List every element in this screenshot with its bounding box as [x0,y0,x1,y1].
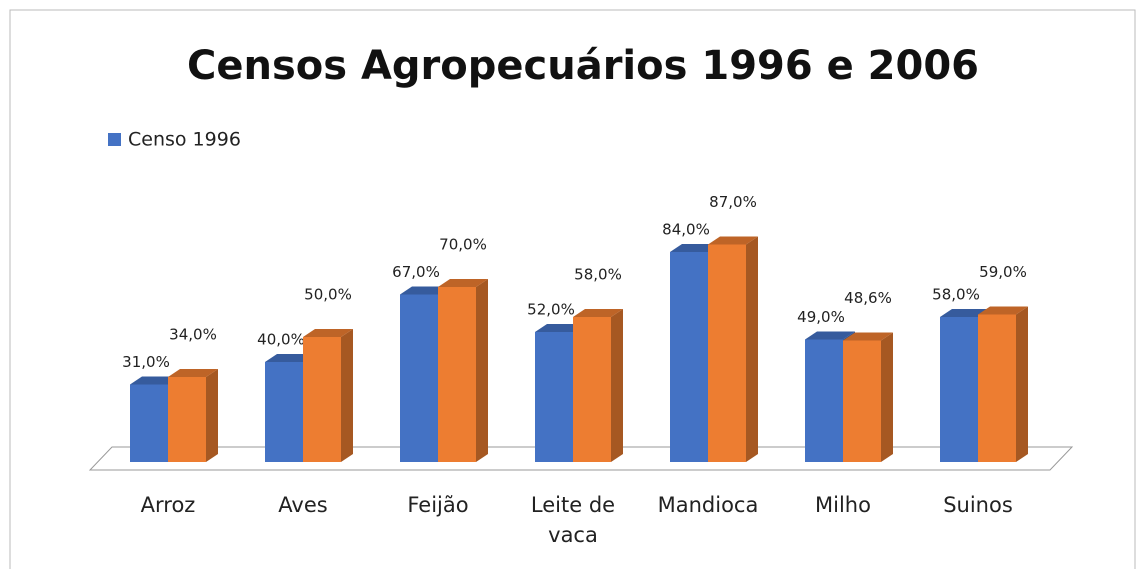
bar-top [130,376,180,385]
bar-top [438,279,488,287]
value-label: 58,0% [574,266,622,284]
value-label: 34,0% [169,326,217,344]
bar-front [573,317,611,462]
chart-title: Censos Agropecuários 1996 e 2006 [187,43,979,89]
bar-front [303,337,341,462]
bar-top [940,309,990,317]
x-tick-label: Milho [815,493,871,517]
bar-side [206,369,218,462]
bar-front [265,362,303,462]
bar [708,236,758,462]
bar-front [708,244,746,462]
x-tick-label: Feijão [407,493,469,517]
legend-swatch [108,133,121,146]
bar-side [611,309,623,462]
bar [843,332,893,462]
bar-front [168,377,206,462]
bar-side [746,236,758,462]
value-label: 70,0% [439,236,487,254]
bar-top [535,324,585,332]
bar-top [573,309,623,317]
bar [303,329,353,462]
legend-label: Censo 1996 [128,129,241,151]
value-label: 87,0% [709,193,757,211]
bar [168,369,218,462]
value-label: 31,0% [122,353,170,371]
x-tick-label: Arroz [140,493,196,517]
bar-top [805,331,855,340]
value-label: 84,0% [662,221,710,239]
bar-top [265,354,315,362]
bar-front [400,294,438,462]
bar-top [670,244,720,252]
bar-top [400,286,450,295]
value-label: 48,6% [844,289,892,307]
bar-top [843,332,893,341]
bar [130,376,180,462]
bar-front [670,252,708,462]
value-label: 67,0% [392,263,440,281]
bar [978,306,1028,462]
bar-side [476,279,488,462]
bar-front [438,287,476,462]
bar-front [535,332,573,462]
bar-top [168,369,218,377]
bar-side [881,332,893,462]
value-label: 58,0% [932,286,980,304]
bar [438,279,488,462]
bar-front [130,384,168,462]
bar-top [303,329,353,337]
bar-front [843,340,881,462]
value-label: 50,0% [304,286,352,304]
value-label: 49,0% [797,308,845,326]
x-tick-label: Mandioca [657,493,759,517]
x-tick-label: Suinos [943,493,1013,517]
bar-front [805,339,843,462]
bar-front [940,317,978,462]
value-label: 59,0% [979,263,1027,281]
chart-border [9,9,1136,569]
value-label: 52,0% [527,301,575,319]
bar-side [1016,306,1028,462]
bar [573,309,623,462]
bar-top [978,306,1028,315]
bar-front [978,314,1016,462]
bar-top [708,236,758,245]
value-label: 40,0% [257,331,305,349]
bar-side [341,329,353,462]
x-tick-label: Leite de vaca [530,493,616,547]
x-tick-label: Aves [278,493,328,517]
